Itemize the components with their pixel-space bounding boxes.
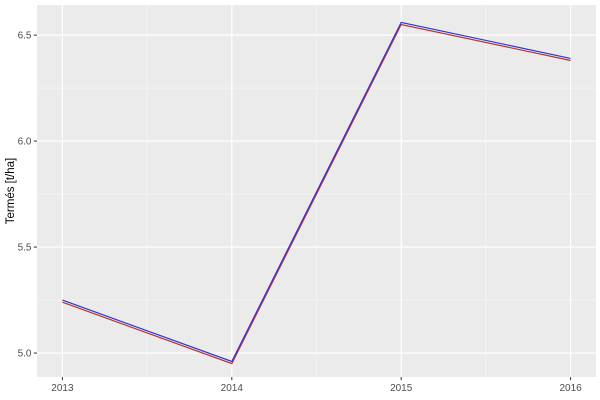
y-tick-label: 5.0	[18, 349, 32, 360]
x-tick-label: 2016	[559, 383, 582, 394]
data-series	[62, 21, 571, 365]
axis-tick-labels: 2013 2014 2015 2016 5.0 5.5 6.0 6.5	[18, 31, 583, 394]
y-axis-title: Termés [t/ha]	[5, 158, 17, 224]
series-red-line	[62, 23, 571, 365]
gridlines-major	[37, 5, 596, 377]
x-tick-label: 2013	[51, 383, 74, 394]
y-tick-label: 5.5	[18, 243, 32, 254]
x-tick-label: 2014	[221, 383, 244, 394]
series-blue-line	[62, 21, 571, 363]
y-tick-label: 6.5	[18, 31, 32, 42]
x-tick-label: 2015	[390, 383, 413, 394]
y-tick-label: 6.0	[18, 137, 32, 148]
axis-tick-marks	[33, 34, 572, 381]
